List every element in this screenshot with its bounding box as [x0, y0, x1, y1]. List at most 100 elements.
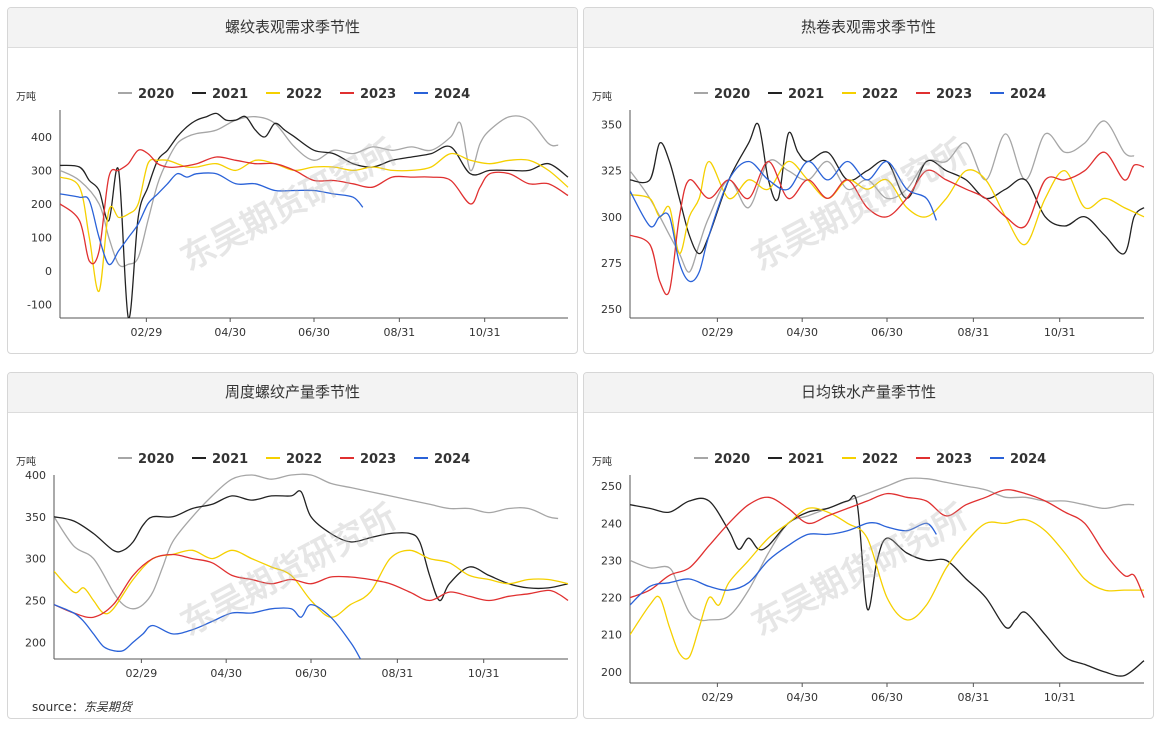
series-line-2023 — [60, 149, 569, 265]
legend-label: 2020 — [714, 452, 750, 467]
y-tick-label: 0 — [45, 265, 52, 278]
legend-item-2022[interactable]: 2022 — [266, 87, 322, 102]
x-tick-label: 06/30 — [871, 326, 903, 339]
x-tick-label: 10/31 — [1044, 326, 1076, 339]
x-tick-label: 06/30 — [298, 326, 330, 339]
x-tick-label: 02/29 — [131, 326, 163, 339]
series-line-2024 — [54, 603, 361, 659]
x-tick-label: 08/31 — [382, 667, 414, 680]
legend-label: 2024 — [1010, 452, 1046, 467]
y-tick-label: 210 — [601, 629, 622, 642]
chart-plot: 2020 2021 2022 2023 2024 万吨 250 275 300 325 350 02/… — [592, 87, 1145, 339]
legend-item-2022[interactable]: 2022 — [842, 87, 898, 102]
y-tick-label: 250 — [601, 480, 622, 493]
legend-label: 2021 — [212, 452, 248, 467]
x-tick-label: 02/29 — [702, 326, 734, 339]
legend-item-2023[interactable]: 2023 — [916, 87, 972, 102]
legend-item-2021[interactable]: 2021 — [192, 452, 248, 467]
legend-item-2024[interactable]: 2024 — [414, 87, 470, 102]
x-tick-label: 06/30 — [295, 667, 327, 680]
series-line-2024 — [630, 521, 937, 606]
y-tick-label: 275 — [601, 257, 622, 270]
y-tick-label: -100 — [27, 299, 52, 312]
source-name: 东吴期货 — [83, 700, 132, 714]
y-tick-label: 400 — [25, 469, 46, 482]
source-label: source： — [32, 700, 84, 714]
series-line-2021 — [630, 122, 1145, 255]
legend-label: 2024 — [434, 87, 470, 102]
x-tick-label: 04/30 — [210, 667, 242, 680]
legend-item-2020[interactable]: 2020 — [118, 452, 174, 467]
legend-label: 2022 — [862, 87, 898, 102]
unit-label: 万吨 — [16, 455, 36, 468]
x-tick-label: 10/31 — [469, 326, 501, 339]
legend-item-2024[interactable]: 2024 — [990, 87, 1046, 102]
legend-label: 2024 — [434, 452, 470, 467]
y-tick-label: 250 — [601, 303, 622, 316]
chart-panel-rebar-output: 周度螺纹产量季节性 2020 2021 2022 2023 2024 万吨 200 250 30… — [7, 372, 578, 719]
chart-panel-hot-metal: 日均铁水产量季节性 2020 2021 2022 2023 2024 万吨 200 210 22… — [583, 372, 1154, 719]
legend-item-2024[interactable]: 2024 — [990, 452, 1046, 467]
legend-label: 2021 — [788, 452, 824, 467]
series-line-2022 — [54, 549, 569, 618]
series-line-2022 — [630, 160, 1145, 255]
series-line-2020 — [630, 477, 1135, 622]
legend-item-2020[interactable]: 2020 — [118, 87, 174, 102]
y-tick-label: 300 — [601, 211, 622, 224]
series-line-2022 — [630, 507, 1144, 660]
unit-label: 万吨 — [592, 455, 612, 468]
legend-item-2024[interactable]: 2024 — [414, 452, 470, 467]
chart-plot: 2020 2021 2022 2023 2024 万吨 200 210 220 230 240 250… — [592, 452, 1145, 704]
chart-panel-hrc-demand: 热卷表观需求季节性 2020 2021 2022 2023 2024 万吨 250 275 30… — [583, 7, 1154, 354]
legend-item-2022[interactable]: 2022 — [842, 452, 898, 467]
legend-item-2020[interactable]: 2020 — [694, 87, 750, 102]
legend-label: 2020 — [138, 452, 174, 467]
legend-label: 2022 — [286, 87, 322, 102]
legend-label: 2023 — [936, 87, 972, 102]
y-tick-label: 300 — [31, 164, 52, 177]
series-line-2021 — [60, 112, 569, 318]
chart-panel-rebar-demand: 螺纹表观需求季节性 2020 2021 2022 2023 2024 万吨 -100 0 100… — [7, 7, 578, 354]
chart-plot: 2020 2021 2022 2023 2024 万吨 -100 0 100 200 300 400 0… — [16, 87, 569, 339]
legend-item-2021[interactable]: 2021 — [768, 452, 824, 467]
chart-title: 周度螺纹产量季节性 — [8, 373, 577, 413]
y-tick-label: 300 — [25, 553, 46, 566]
x-tick-label: 10/31 — [468, 667, 500, 680]
legend-item-2022[interactable]: 2022 — [266, 452, 322, 467]
x-tick-label: 08/31 — [958, 326, 990, 339]
legend-label: 2022 — [286, 452, 322, 467]
y-tick-label: 325 — [601, 165, 622, 178]
legend-item-2023[interactable]: 2023 — [916, 452, 972, 467]
x-tick-label: 02/29 — [702, 691, 734, 704]
legend-label: 2023 — [360, 87, 396, 102]
legend-item-2021[interactable]: 2021 — [192, 87, 248, 102]
legend-label: 2021 — [212, 87, 248, 102]
legend-item-2021[interactable]: 2021 — [768, 87, 824, 102]
series-line-2024 — [630, 160, 938, 283]
legend-item-2023[interactable]: 2023 — [340, 87, 396, 102]
series-line-2021 — [54, 490, 569, 602]
legend-item-2020[interactable]: 2020 — [694, 452, 750, 467]
series-line-2023 — [630, 489, 1145, 599]
x-tick-label: 10/31 — [1044, 691, 1076, 704]
y-tick-label: 200 — [25, 636, 46, 649]
series-line-2020 — [60, 115, 559, 268]
chart-title: 螺纹表观需求季节性 — [8, 8, 577, 48]
legend-label: 2022 — [862, 452, 898, 467]
x-tick-label: 04/30 — [786, 326, 818, 339]
y-tick-label: 200 — [601, 666, 622, 679]
legend-label: 2024 — [1010, 87, 1046, 102]
x-tick-label: 02/29 — [126, 667, 158, 680]
x-tick-label: 08/31 — [958, 691, 990, 704]
y-tick-label: 400 — [31, 131, 52, 144]
x-tick-label: 04/30 — [786, 691, 818, 704]
legend-label: 2021 — [788, 87, 824, 102]
source-note: source：东吴期货 — [32, 698, 132, 715]
legend-label: 2020 — [714, 87, 750, 102]
unit-label: 万吨 — [592, 90, 612, 103]
y-tick-label: 230 — [601, 554, 622, 567]
y-tick-label: 200 — [31, 198, 52, 211]
legend-item-2023[interactable]: 2023 — [340, 452, 396, 467]
x-tick-label: 08/31 — [383, 326, 415, 339]
y-tick-label: 220 — [601, 592, 622, 605]
